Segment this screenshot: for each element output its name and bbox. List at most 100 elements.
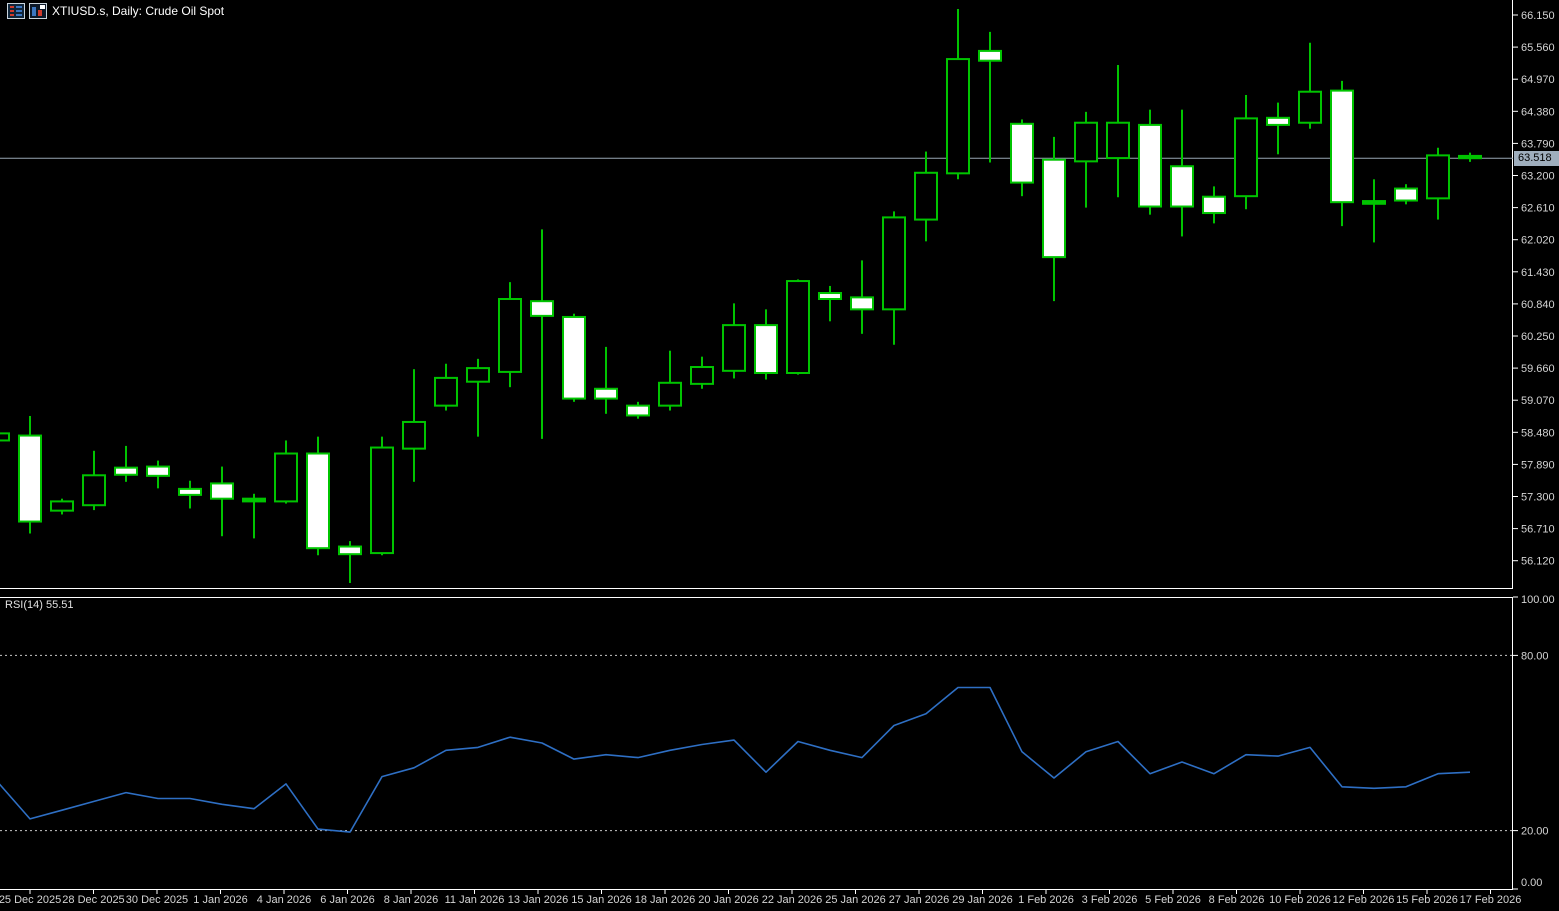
candle [754,324,778,374]
date-axis-label: 28 Dec 2025 [62,894,124,906]
candle [690,366,714,385]
date-axis-label: 8 Jan 2026 [384,894,438,906]
price-axis-label: 56.120 [1521,556,1555,568]
candle [1138,123,1162,208]
symbol-title: XTIUSD.s, Daily: Crude Oil Spot [52,4,225,18]
price-axis-label: 59.660 [1521,363,1555,375]
price-axis-label: 62.610 [1521,203,1555,215]
chart-icon [29,3,47,19]
candle [1426,154,1450,200]
candle [1170,165,1194,208]
date-axis-label: 12 Feb 2026 [1333,894,1395,906]
current-price-tag: 63.518 [1514,151,1559,166]
rsi-axis-label: 80.00 [1521,650,1549,662]
price-axis-label: 64.380 [1521,106,1555,118]
symbol-bar: XTIUSD.s, Daily: Crude Oil Spot [7,3,225,19]
rsi-axis-label: 100.00 [1521,594,1555,606]
candle [498,298,522,373]
market-watch-icon [7,3,25,19]
candle [1298,90,1322,124]
date-axis-label: 4 Jan 2026 [257,894,311,906]
candle [178,487,202,496]
candle [114,466,138,476]
price-axis-label: 63.200 [1521,171,1555,183]
candle [146,465,170,477]
price-axis-label: 59.070 [1521,395,1555,407]
price-axis-label: 58.480 [1521,427,1555,439]
date-axis-label: 5 Feb 2026 [1145,894,1201,906]
candle [818,292,842,301]
candle [562,315,586,400]
candle [1010,122,1034,184]
date-axis-label: 18 Jan 2026 [635,894,696,906]
date-axis-label: 10 Feb 2026 [1269,894,1331,906]
candle [1362,200,1386,205]
rsi-axis-label: 0.00 [1521,877,1542,889]
candle [1234,117,1258,198]
date-axis-label: 11 Jan 2026 [445,894,505,906]
candle [0,432,10,442]
candle [626,404,650,417]
candle [306,452,330,550]
price-axis-label: 57.300 [1521,492,1555,504]
date-axis-label: 1 Feb 2026 [1018,894,1074,906]
candle [210,482,234,500]
date-axis-label: 15 Jan 2026 [571,894,632,906]
rsi-line [0,686,1471,833]
price-axis-label: 56.710 [1521,524,1555,536]
candle [882,216,906,311]
price-axis-label: 60.840 [1521,299,1555,311]
candle [1202,195,1226,215]
date-axis-label: 29 Jan 2026 [952,894,1013,906]
date-axis-label: 30 Dec 2025 [126,894,188,906]
rsi-axis-label: 20.00 [1521,826,1549,838]
candle [914,171,938,221]
date-axis-label: 6 Jan 2026 [320,894,374,906]
candle [1458,154,1482,160]
candle [1042,158,1066,259]
date-axis-label: 20 Jan 2026 [698,894,759,906]
rsi-indicator-label: RSI(14) 55.51 [5,599,74,611]
price-axis-label: 61.430 [1521,267,1555,279]
date-axis-label: 13 Jan 2026 [508,894,569,906]
candle [1394,187,1418,202]
candle [274,452,298,503]
candle [850,296,874,311]
date-axis-label: 25 Dec 2025 [0,894,61,906]
price-axis-label: 60.250 [1521,331,1555,343]
price-axis-label: 65.560 [1521,42,1555,54]
candle [978,49,1002,62]
candle [1106,121,1130,160]
date-axis-label: 25 Jan 2026 [825,894,886,906]
candle [370,446,394,555]
price-axis-label: 64.970 [1521,74,1555,86]
date-axis-label: 15 Feb 2026 [1396,894,1458,906]
date-axis-label: 27 Jan 2026 [889,894,950,906]
candle [786,280,810,374]
candle [1330,89,1354,204]
price-axis-label: 62.020 [1521,235,1555,247]
candle [658,381,682,407]
date-axis-label: 1 Jan 2026 [193,894,247,906]
candle [594,387,618,400]
price-axis-label: 66.150 [1521,10,1555,22]
date-axis-label: 17 Feb 2026 [1460,894,1522,906]
candle [722,324,746,372]
candle [50,500,74,512]
candle [530,300,554,317]
candle [242,497,266,503]
date-axis-label: 8 Feb 2026 [1209,894,1265,906]
candle [402,420,426,450]
candle [1074,121,1098,163]
candle [1266,116,1290,126]
candle [338,545,362,556]
price-axis-label: 63.790 [1521,138,1555,150]
candle [466,367,490,383]
candle [946,58,970,175]
candle [82,474,106,507]
date-axis-label: 22 Jan 2026 [762,894,823,906]
date-axis-label: 3 Feb 2026 [1082,894,1138,906]
candle [434,376,458,407]
candle [18,434,42,523]
